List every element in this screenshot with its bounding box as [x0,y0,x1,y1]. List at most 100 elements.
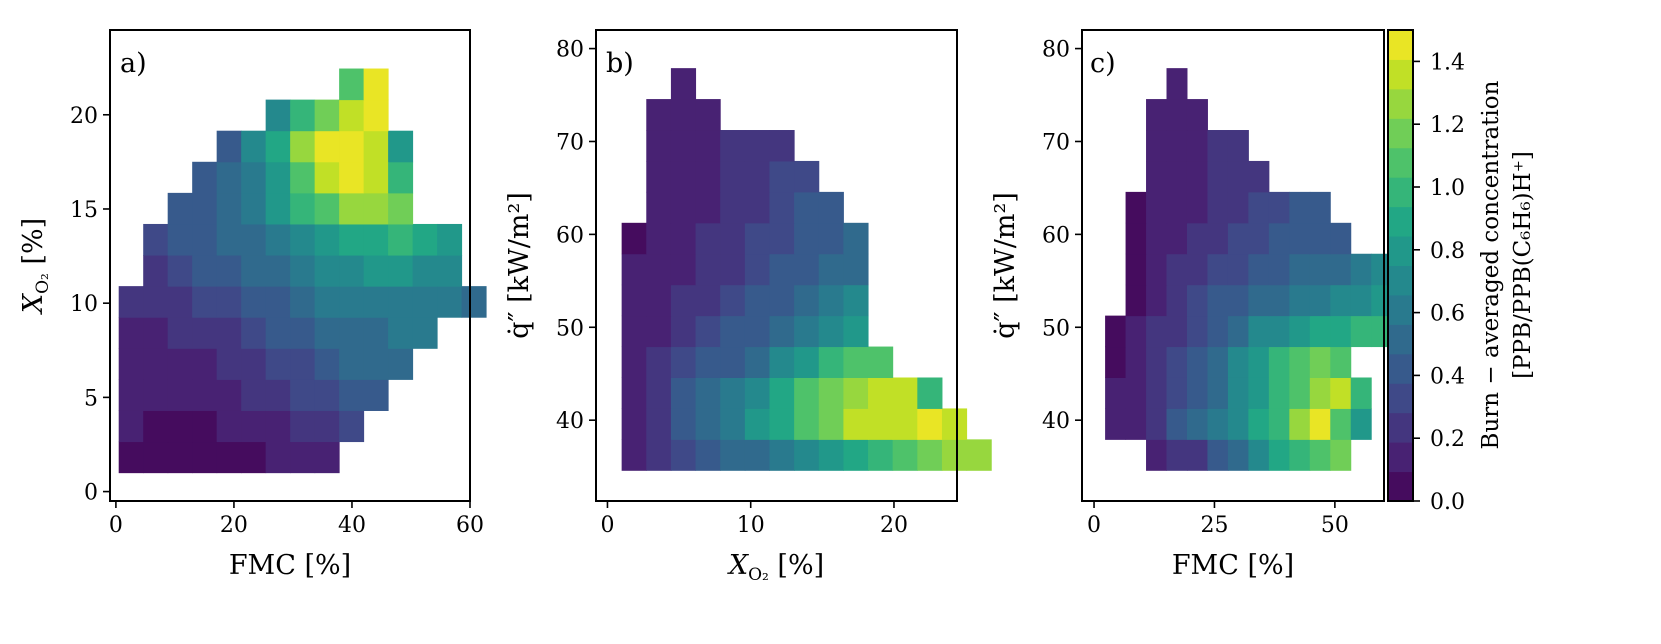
heatmap-cell [388,161,414,194]
heatmap-cell [143,379,169,411]
x-tick-label: 20 [220,513,248,538]
heatmap-cell [720,284,746,317]
heatmap-cell [868,439,894,471]
heatmap-cell [241,286,267,318]
heatmap-cell [794,160,820,193]
heatmap-cell [744,160,770,193]
heatmap-cell [437,223,463,256]
heatmap-cell [744,284,770,317]
colorbar-segment [1388,59,1413,90]
heatmap-cell [363,161,389,194]
heatmap-cell [314,410,340,443]
heatmap-cell [1146,408,1168,440]
heatmap-cell [1227,439,1249,471]
y-tick-label: 0 [84,481,98,506]
heatmap-cell [843,284,869,317]
heatmap-cell [868,346,894,378]
heatmap-cell [1166,130,1188,162]
heatmap-cell [1227,377,1249,409]
heatmap-cell [1207,439,1229,471]
heatmap-cell [794,191,820,224]
heatmap-cell [118,379,144,411]
colorbar-segment [1388,265,1413,296]
heatmap-cell [670,253,697,286]
heatmap-cell [1268,315,1290,348]
y-tick-label: 15 [70,198,98,223]
heatmap-cell [744,130,770,162]
heatmap-cell [216,192,242,225]
heatmap-cell [1309,408,1331,440]
heatmap-cell [339,223,365,256]
heatmap-cell [339,130,365,163]
heatmap-cell [646,377,672,409]
heatmap-cell [1289,253,1311,286]
heatmap-cell [1186,377,1208,409]
heatmap-cell [290,130,316,163]
heatmap-cell [818,315,844,348]
heatmap-cell [265,130,291,163]
heatmap-cell [1146,284,1168,317]
heatmap-cell [1186,253,1208,286]
heatmap-cell [192,223,218,256]
heatmap-cell [1227,408,1249,440]
y-axis-label: XO₂ [%] [18,218,53,315]
heatmap-cell [621,346,647,378]
colorbar-tick-label: 0.4 [1430,364,1465,389]
heatmap-cell [1227,346,1249,378]
colorbar-segment [1388,236,1413,266]
heatmap-cell [412,317,438,349]
y-tick-label: 70 [1042,130,1070,155]
heatmap-cell [363,348,389,380]
heatmap-cell [1146,130,1168,162]
heatmap-cell [167,441,193,474]
heatmap-cell [314,223,340,256]
heatmap-cell [646,222,672,255]
heatmap-cell [843,222,869,255]
x-tick-label: 0 [109,513,123,538]
heatmap-cell [1309,191,1331,224]
y-tick-label: 40 [1042,409,1070,434]
heatmap-cell [1186,315,1208,348]
heatmap-cell [868,377,894,409]
heatmap-cell [1330,439,1352,471]
heatmap-cell [720,408,746,440]
y-tick-label: 60 [1042,223,1070,248]
heatmap-cell [941,408,968,440]
heatmap-cell [1125,346,1147,378]
colorbar-segment [1388,471,1413,502]
heatmap-cell [1186,160,1208,193]
colorbar-segment [1388,353,1413,384]
colorbar-segment [1388,177,1413,208]
heatmap-cell [769,315,795,348]
heatmap-cell [695,408,721,440]
heatmap-cell [314,130,340,163]
heatmap-cell [818,377,844,409]
panels: 0 20 40 60 0 5 10 15 20 a) FMC [%] XO₂ [%] 0 10 20 40 50… [18,29,1393,585]
heatmap-cell [339,348,365,380]
heatmap-cell [216,441,242,474]
heatmap-cell [265,223,291,256]
heatmap-cell [314,192,340,225]
heatmap-cell [118,441,144,474]
heatmap-cell [646,191,672,224]
heatmap-cell [192,410,218,443]
heatmap-cell [290,286,316,318]
heatmap-cell [695,315,721,348]
heatmap-cell [192,441,218,474]
heatmap-cells [621,68,992,471]
heatmap-cell [388,223,414,256]
heatmap-cell [646,346,672,378]
heatmap-cell [720,439,746,471]
heatmap-cell [1166,346,1188,378]
heatmap-cell [720,160,746,193]
heatmap-cell [917,439,943,471]
heatmap-cell [216,379,242,411]
heatmap-cell [388,130,414,163]
heatmap-cell [769,222,795,255]
colorbar-segment [1388,383,1413,414]
heatmap-cell [720,191,746,224]
heatmap-cell [1248,346,1270,378]
heatmap-cell [1268,346,1290,378]
heatmap-cell [1146,315,1168,348]
